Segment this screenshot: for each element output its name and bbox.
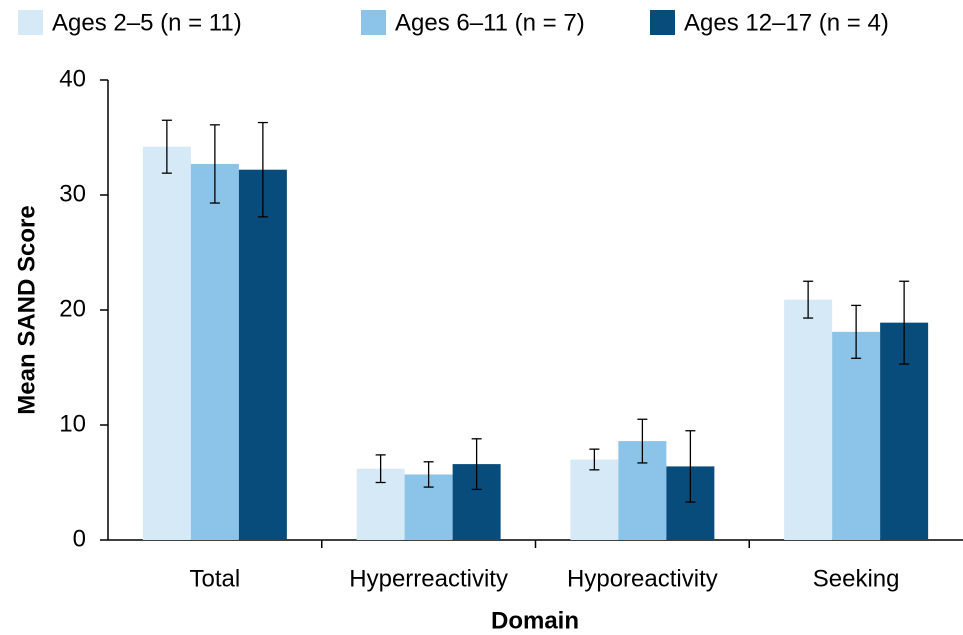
y-tick-label: 30 bbox=[59, 180, 86, 207]
y-tick-label: 0 bbox=[73, 525, 86, 552]
error-bar bbox=[471, 438, 482, 491]
x-axis-title: Domain bbox=[491, 607, 579, 634]
error-bar bbox=[637, 418, 648, 464]
error-bar bbox=[209, 124, 220, 204]
error-bar bbox=[375, 454, 386, 484]
bar bbox=[784, 299, 833, 540]
x-tick-label: Total bbox=[190, 565, 241, 592]
error-bar bbox=[851, 304, 862, 359]
error-bar bbox=[899, 280, 910, 365]
bar bbox=[238, 169, 287, 540]
y-tick-label: 20 bbox=[59, 295, 86, 322]
error-bar bbox=[589, 448, 600, 471]
y-tick-label: 40 bbox=[59, 65, 86, 92]
x-tick-label: Hyperreactivity bbox=[349, 565, 508, 592]
bar bbox=[190, 163, 239, 540]
error-bar bbox=[685, 430, 696, 503]
legend-swatch bbox=[18, 10, 43, 35]
legend-label: Ages 2–5 (n = 11) bbox=[52, 9, 242, 36]
legend-label: Ages 6–11 (n = 7) bbox=[395, 9, 585, 36]
legend-label: Ages 12–17 (n = 4) bbox=[684, 9, 889, 36]
legend-swatch bbox=[650, 10, 675, 35]
bar bbox=[570, 459, 619, 540]
x-tick-label: Seeking bbox=[813, 565, 900, 592]
bar bbox=[142, 146, 191, 540]
error-bar bbox=[803, 280, 814, 319]
bar bbox=[832, 331, 881, 540]
error-bar bbox=[161, 119, 172, 174]
y-tick-label: 10 bbox=[59, 410, 86, 437]
x-tick-label: Hyporeactivity bbox=[567, 565, 718, 592]
y-axis-title: Mean SAND Score bbox=[13, 205, 40, 414]
error-bar bbox=[257, 121, 268, 218]
legend-swatch bbox=[361, 10, 386, 35]
error-bar bbox=[423, 461, 434, 488]
